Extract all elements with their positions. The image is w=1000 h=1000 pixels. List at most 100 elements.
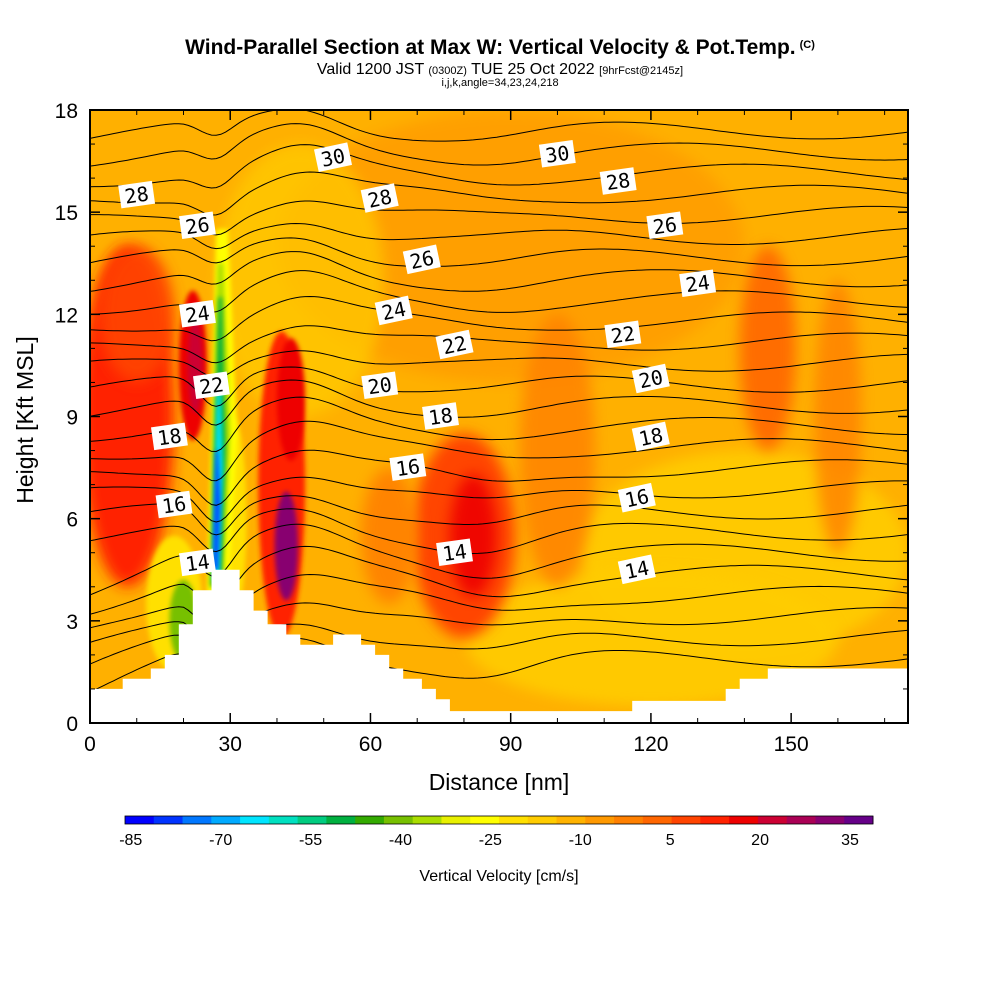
colorbar-swatch: [700, 816, 730, 824]
colorbar-swatch: [470, 816, 500, 824]
contour-label: 26: [402, 244, 441, 275]
y-tick-label: 3: [66, 611, 78, 634]
contour-label-text: 18: [637, 423, 666, 451]
contour-label-box: [436, 538, 473, 566]
y-tick-label: 0: [66, 713, 78, 736]
contour-label: 26: [646, 211, 684, 239]
colorbar-swatch: [757, 816, 788, 824]
title-mark: (C): [799, 39, 815, 51]
contour-label-box: [631, 421, 670, 452]
contour-label-text: 28: [123, 182, 150, 209]
contour-label-text: 22: [440, 331, 469, 359]
w-field-region: [520, 314, 595, 587]
w-field-region: [463, 569, 838, 706]
colorbar-tick-label: -40: [389, 832, 412, 849]
colorbar-swatch: [182, 816, 212, 824]
contour-label-text: 24: [184, 301, 211, 328]
isentrope: [90, 222, 908, 250]
contour-label: 16: [617, 482, 656, 513]
isentrope: [90, 237, 908, 267]
colorbar-swatch: [355, 816, 385, 824]
w-field-region: [449, 474, 497, 597]
contour-label: 24: [178, 300, 216, 328]
colorbar-label: Vertical Velocity [cm/s]: [419, 868, 578, 885]
contour-label-box: [389, 453, 427, 481]
section-indices: i,j,k,angle=34,23,24,218: [441, 77, 559, 89]
x-axis-label: Distance [nm]: [429, 769, 570, 795]
isentrope: [90, 295, 908, 342]
isentrope: [90, 420, 908, 482]
contour-label-text: 26: [651, 212, 678, 239]
contour-label-box: [617, 482, 656, 513]
contour-label: 18: [150, 422, 188, 451]
colorbar-swatch: [815, 816, 845, 824]
isentrope: [90, 325, 908, 364]
contour-label-box: [155, 490, 193, 519]
contour-label-box: [313, 142, 353, 172]
contour-label-text: 28: [605, 168, 632, 195]
colorbar-swatch: [671, 816, 701, 824]
contour-label-box: [178, 300, 216, 328]
isentrope: [90, 396, 908, 453]
colorbar: -85 -70 -55 -40 -25 -10 5 20 35: [119, 815, 874, 849]
w-field-region: [274, 491, 299, 601]
w-field-region: [276, 338, 306, 461]
colorbar-swatch: [441, 816, 471, 824]
w-field-region: [361, 467, 418, 604]
colorbar-swatch: [383, 816, 414, 824]
contour-label: 30: [538, 140, 576, 168]
isentrope: [90, 523, 908, 596]
contour-label: 16: [155, 490, 193, 519]
contour-label: 20: [361, 371, 399, 399]
colorbar-swatch: [297, 816, 327, 824]
colorbar-frame: [124, 815, 874, 825]
x-axis: 0 30 60 90 120 150: [84, 110, 886, 756]
isentrope: [90, 171, 908, 216]
contour-label-text: 24: [684, 270, 711, 297]
contour-label: 24: [374, 295, 413, 326]
x-tick-label: 120: [633, 733, 668, 756]
w-field-region: [99, 246, 175, 383]
colorbar-tick-label: -10: [569, 832, 592, 849]
colorbar-swatch: [527, 816, 558, 824]
contour-label: 28: [599, 167, 637, 195]
contour-label-box: [118, 180, 156, 209]
colorbar-swatch: [326, 816, 356, 824]
y-axis: 0 3 6 9 12 15 18: [55, 100, 908, 736]
y-tick-label: 9: [66, 407, 78, 430]
contour-label-text: 24: [380, 297, 409, 325]
contour-label: 22: [604, 320, 642, 349]
colorbar-swatch: [844, 816, 874, 824]
contour-label: 20: [631, 363, 670, 394]
contour-label-box: [192, 371, 230, 400]
colorbar-swatch: [585, 816, 615, 824]
contour-label: 28: [118, 180, 156, 209]
contour-label: 14: [436, 538, 473, 566]
colorbar-tick-label: 20: [751, 832, 769, 849]
contour-label-box: [617, 554, 656, 585]
colorbar-tick-label: -25: [479, 832, 502, 849]
x-tick-label: 90: [499, 733, 522, 756]
contour-label-text: 16: [161, 491, 188, 518]
contour-label: 30: [313, 142, 353, 172]
colorbar-swatch: [499, 816, 529, 824]
contour-label-text: 22: [609, 321, 636, 348]
contour-label: 14: [178, 548, 216, 576]
colorbar-tick-label: 5: [666, 832, 675, 849]
contour-label-text: 30: [319, 143, 348, 171]
contour-label: 18: [422, 402, 459, 430]
contour-label-box: [631, 363, 670, 394]
contour-label-text: 30: [544, 141, 571, 168]
contour-label-text: 20: [637, 365, 666, 393]
colorbar-swatch: [268, 816, 299, 824]
isentrope: [90, 110, 908, 142]
isentrope: [90, 476, 908, 523]
isentrope: [90, 449, 908, 506]
isentrope: [90, 270, 908, 315]
contour-label-box: [150, 422, 188, 451]
isentrope: [90, 251, 908, 292]
y-tick-label: 18: [55, 100, 78, 123]
contour-label-box: [604, 320, 642, 349]
contour-label: 16: [389, 453, 427, 481]
y-tick-label: 6: [66, 509, 78, 532]
